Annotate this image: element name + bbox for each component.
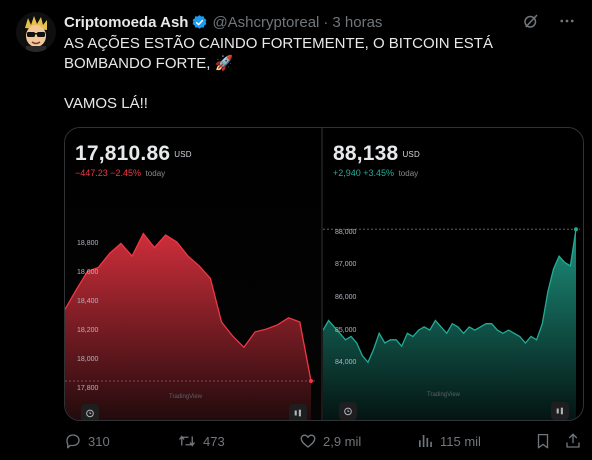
author-name[interactable]: Criptomoeda Ash (64, 13, 189, 31)
stock-chart-panel: 17,810.86 USD −447.23 −2.45% today 18,800… (65, 128, 321, 420)
y-tick-label: 18,000 (77, 356, 99, 363)
crypto-last-point (574, 227, 578, 232)
y-tick-label: 87,000 (335, 261, 357, 268)
like-count: 2,9 mil (323, 433, 362, 449)
y-tick-label: 85,000 (335, 327, 357, 334)
y-tick-label: 18,800 (77, 240, 99, 247)
alarm-icon[interactable] (81, 404, 99, 420)
stock-series-line (65, 232, 312, 382)
share-icon (564, 432, 582, 450)
separator-dot: · (323, 13, 329, 31)
y-tick-label: 18,400 (77, 298, 99, 305)
tweet-actions: 310 473 2,9 mil 115 mil (64, 430, 582, 452)
author-handle[interactable]: @Ashcryptoreal (212, 13, 320, 31)
retweet-button[interactable]: 473 (177, 430, 225, 452)
crypto-chart (323, 227, 580, 420)
stock-chart (65, 232, 315, 420)
views-button[interactable]: 115 mil (416, 430, 481, 452)
crypto-price: 88,138 USD (333, 142, 420, 165)
crypto-area-fill (323, 229, 576, 420)
bookmark-icon (534, 432, 552, 450)
share-button[interactable] (564, 430, 582, 452)
stock-currency: USD (174, 149, 192, 159)
more-icon[interactable] (558, 12, 576, 30)
tradingview-watermark: TradingView (169, 394, 203, 400)
y-tick-label: 18,200 (77, 327, 99, 334)
reply-count: 310 (88, 433, 110, 449)
verified-badge-icon (191, 14, 208, 31)
crypto-series-line (323, 229, 577, 364)
views-icon (416, 432, 434, 450)
crypto-chart-panel: 88,138 USD +2,940 +3.45% today 88,000 87,… (323, 128, 583, 420)
retweet-icon (177, 432, 197, 450)
crypto-change: +2,940 +3.45% today (333, 168, 419, 178)
views-count: 115 mil (440, 433, 481, 449)
y-tick-label: 88,000 (335, 229, 357, 236)
candles-icon[interactable] (551, 402, 569, 420)
stock-last-point (309, 378, 313, 383)
y-tick-label: 18,600 (77, 269, 99, 276)
avatar[interactable] (16, 12, 56, 52)
like-icon (299, 432, 317, 450)
avatar-image (16, 12, 56, 52)
crypto-currency: USD (402, 149, 420, 159)
tradingview-watermark: TradingView (427, 392, 461, 398)
candles-icon[interactable] (289, 404, 307, 420)
stock-change: −447.23 −2.45% today (75, 168, 166, 178)
stock-price: 17,810.86 USD (75, 142, 192, 165)
stock-area-fill (65, 233, 311, 420)
retweet-count: 473 (203, 433, 225, 449)
y-tick-label: 84,000 (335, 359, 357, 366)
y-tick-label: 86,000 (335, 294, 357, 301)
chart-divider (321, 128, 323, 420)
reply-icon (64, 432, 82, 450)
reply-button[interactable]: 310 (64, 430, 110, 452)
tweet-time[interactable]: 3 horas (332, 13, 383, 31)
tweet-header: Criptomoeda Ash @Ashcryptoreal · 3 horas (64, 12, 576, 32)
tweet-text: AS AÇÕES ESTÃO CAINDO FORTEMENTE, O BITC… (64, 35, 493, 112)
like-button[interactable]: 2,9 mil (299, 430, 361, 452)
y-tick-label: 17,800 (77, 385, 99, 392)
tweet-media[interactable]: 17,810.86 USD −447.23 −2.45% today 18,800… (64, 127, 584, 421)
bookmark-button[interactable] (534, 430, 552, 452)
grok-icon[interactable] (522, 12, 540, 30)
alarm-icon[interactable] (339, 402, 357, 420)
